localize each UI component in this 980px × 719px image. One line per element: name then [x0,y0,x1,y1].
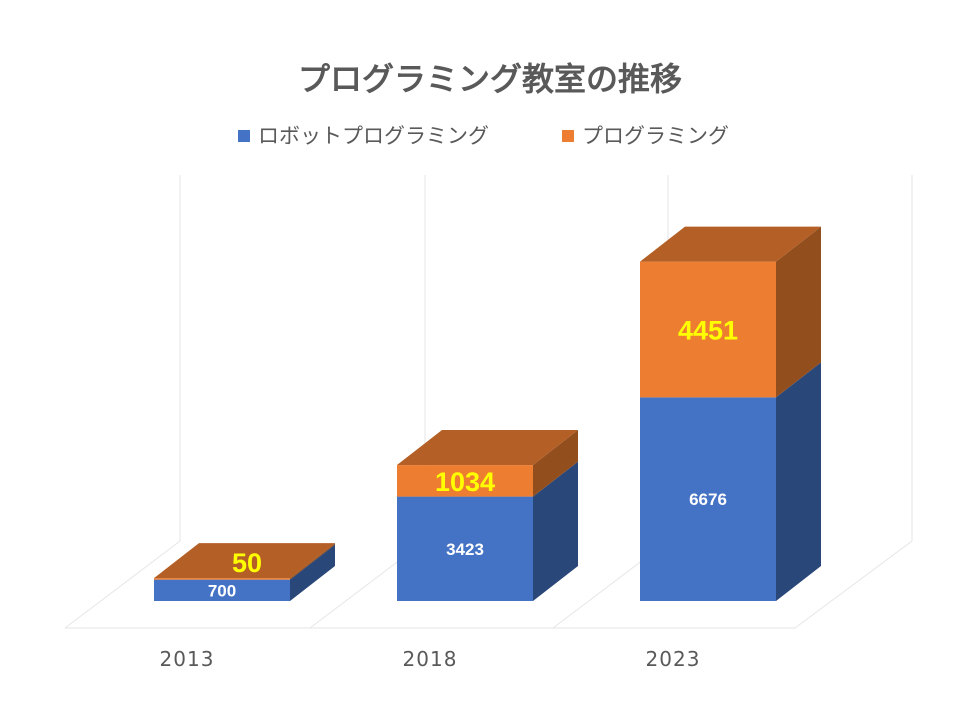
legend-swatch [238,130,250,142]
data-label-2023-0: 6676 [689,490,727,509]
bar-front-2013-0 [154,579,290,601]
bar-side-2023-1 [776,226,821,398]
bar-2023-series-1 [640,226,821,398]
bar-stack-2023 [640,226,821,601]
bar-2023-series-0 [640,362,821,601]
bar-top-2013 [154,543,335,579]
bar-top-2023 [640,226,821,262]
legend: ロボットプログラミング プログラミング [238,124,729,148]
bar-top-2018 [397,430,578,466]
data-label-2013-0: 700 [208,581,236,600]
bar-2018-series-1 [397,430,578,497]
bar-side-2013-0 [290,544,335,601]
floor-grid-line [64,540,181,629]
bar-front-2023-1 [640,261,776,398]
data-label-2018-0: 3423 [446,540,484,559]
bars: 700 50 3423 1034 6676 4451 [154,226,821,601]
x-tick-label: 2013 [160,647,215,671]
bar-side-2013-1 [290,543,335,580]
chart-title: プログラミング教室の推移 [298,60,682,98]
x-tick-label: 2018 [403,647,458,671]
floor-grid-line [794,540,913,629]
data-label-2013-1: 50 [232,548,262,578]
legend-label: プログラミング [582,124,729,148]
bar-front-2013-1 [154,578,290,580]
data-label-2018-1: 1034 [435,467,495,497]
bar-2013-series-1 [154,543,335,580]
bar-front-2023-0 [640,397,776,601]
bar-front-2018-0 [397,496,533,601]
bar-side-2018-0 [533,461,578,601]
x-axis: 2013 2018 2023 [160,647,701,671]
bar-2013-series-0 [154,544,335,601]
legend-item-1: プログラミング [562,124,729,148]
legend-swatch [562,130,574,142]
bar-side-2018-1 [533,430,578,497]
legend-item-0: ロボットプログラミング [238,124,489,148]
x-tick-label: 2023 [646,647,701,671]
legend-label: ロボットプログラミング [258,124,489,148]
data-label-2023-1: 4451 [678,316,738,346]
bar-front-2018-1 [397,465,533,497]
bar-stack-2013 [154,543,335,601]
bar-side-2023-0 [776,362,821,601]
bar-stack-2018 [397,430,578,601]
bar-2018-series-0 [397,461,578,601]
